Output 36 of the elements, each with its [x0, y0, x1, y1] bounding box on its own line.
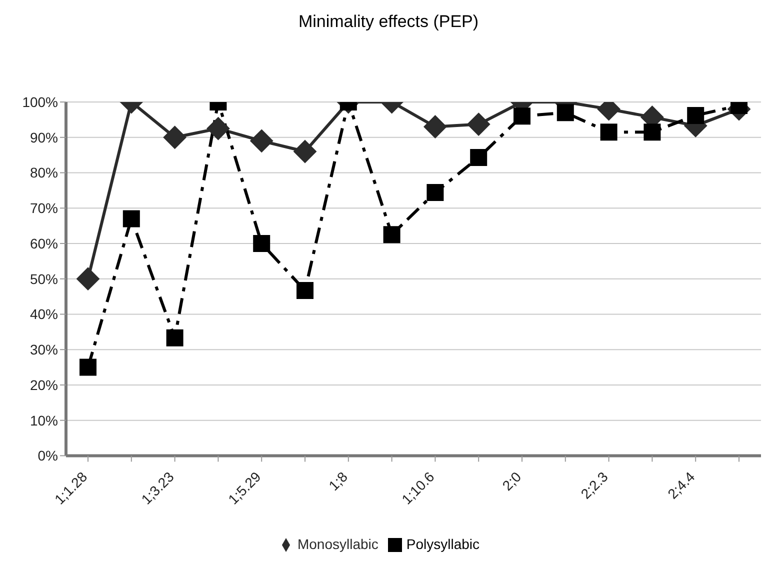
- point: [296, 282, 314, 300]
- point: [122, 210, 140, 228]
- legend-label: Polysyllabic: [406, 536, 480, 552]
- point: [166, 329, 184, 346]
- point: [644, 124, 661, 141]
- point: [556, 104, 574, 122]
- point: [514, 108, 530, 125]
- y-tick-label: 90%: [30, 129, 58, 146]
- point: [467, 112, 490, 136]
- point: [80, 358, 96, 376]
- x-tick-label: 1;8: [325, 468, 351, 494]
- point: [250, 129, 274, 152]
- y-tick-label: 80%: [30, 164, 58, 181]
- y-tick-label: 70%: [30, 200, 58, 216]
- chart-title: Minimality effects (PEP): [297, 11, 480, 33]
- point: [470, 149, 488, 166]
- y-tick-label: 40%: [30, 306, 58, 322]
- y-tick-label: 100%: [22, 94, 58, 110]
- point: [253, 234, 270, 252]
- point: [600, 124, 618, 141]
- y-tick-label: 60%: [30, 235, 58, 252]
- point: [687, 106, 704, 124]
- point: [206, 117, 230, 140]
- point: [163, 126, 186, 149]
- point: [426, 184, 444, 202]
- y-tick-label: 10%: [30, 412, 58, 428]
- legend-label: Monosyllabic: [297, 536, 378, 552]
- x-tick-label: 2;0: [499, 468, 524, 494]
- point: [383, 226, 400, 244]
- point: [76, 267, 100, 290]
- y-tick-label: 50%: [30, 270, 58, 287]
- point: [294, 140, 316, 164]
- point: [424, 115, 447, 138]
- y-tick-label: 20%: [30, 376, 58, 393]
- y-tick-label: 0%: [38, 448, 58, 464]
- y-tick-label: 30%: [30, 342, 58, 358]
